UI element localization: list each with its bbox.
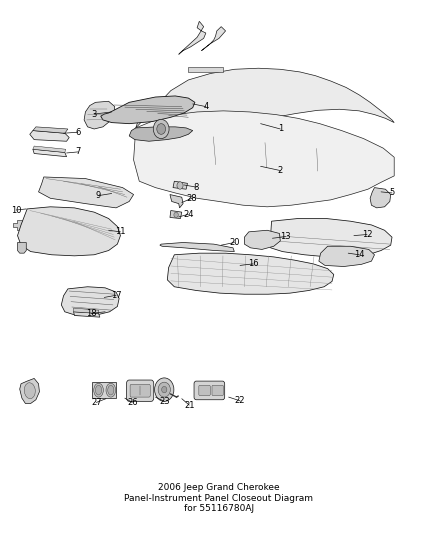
FancyBboxPatch shape bbox=[199, 385, 210, 395]
Text: 21: 21 bbox=[184, 401, 194, 409]
Text: 14: 14 bbox=[354, 251, 364, 259]
FancyBboxPatch shape bbox=[130, 384, 150, 397]
Polygon shape bbox=[170, 195, 183, 208]
Polygon shape bbox=[30, 131, 69, 141]
Circle shape bbox=[157, 124, 166, 134]
Ellipse shape bbox=[24, 383, 35, 399]
FancyBboxPatch shape bbox=[212, 385, 223, 395]
Polygon shape bbox=[271, 219, 392, 257]
Polygon shape bbox=[173, 181, 187, 189]
Text: 16: 16 bbox=[248, 260, 258, 268]
Polygon shape bbox=[33, 149, 67, 157]
Text: 9: 9 bbox=[96, 191, 101, 200]
Text: 2: 2 bbox=[278, 166, 283, 175]
Polygon shape bbox=[20, 378, 39, 403]
Text: 23: 23 bbox=[159, 397, 170, 406]
Circle shape bbox=[158, 382, 170, 397]
Text: 26: 26 bbox=[127, 398, 138, 407]
Text: 8: 8 bbox=[194, 183, 199, 191]
Text: 13: 13 bbox=[280, 232, 291, 241]
Text: 5: 5 bbox=[389, 189, 395, 197]
Text: 18: 18 bbox=[86, 309, 96, 318]
Circle shape bbox=[155, 378, 174, 401]
Polygon shape bbox=[170, 211, 182, 219]
Ellipse shape bbox=[94, 383, 103, 397]
Polygon shape bbox=[136, 68, 394, 128]
Polygon shape bbox=[101, 96, 195, 124]
Polygon shape bbox=[129, 127, 193, 141]
Text: 12: 12 bbox=[362, 230, 372, 239]
Polygon shape bbox=[370, 188, 391, 208]
Text: 1: 1 bbox=[278, 125, 283, 133]
Text: 27: 27 bbox=[91, 398, 102, 407]
Circle shape bbox=[153, 119, 169, 139]
Polygon shape bbox=[18, 243, 26, 253]
Text: 20: 20 bbox=[229, 238, 240, 247]
Ellipse shape bbox=[95, 385, 102, 395]
Polygon shape bbox=[39, 177, 134, 208]
Polygon shape bbox=[92, 382, 116, 398]
Circle shape bbox=[177, 182, 183, 189]
Polygon shape bbox=[179, 21, 206, 54]
Circle shape bbox=[174, 212, 178, 217]
Ellipse shape bbox=[106, 383, 116, 397]
Polygon shape bbox=[201, 27, 226, 51]
FancyBboxPatch shape bbox=[194, 381, 225, 400]
Polygon shape bbox=[33, 127, 68, 133]
Polygon shape bbox=[74, 308, 99, 313]
Text: 24: 24 bbox=[183, 210, 194, 219]
Polygon shape bbox=[33, 146, 66, 152]
Text: 2006 Jeep Grand Cherokee
Panel-Instrument Panel Closeout Diagram
for 55116780AJ: 2006 Jeep Grand Cherokee Panel-Instrumen… bbox=[124, 483, 314, 513]
Text: 22: 22 bbox=[235, 397, 245, 405]
Text: 3: 3 bbox=[92, 110, 97, 118]
FancyBboxPatch shape bbox=[127, 380, 154, 401]
Text: 7: 7 bbox=[75, 148, 81, 156]
Polygon shape bbox=[74, 312, 100, 317]
Polygon shape bbox=[13, 220, 25, 230]
Text: 28: 28 bbox=[187, 194, 197, 203]
Text: 11: 11 bbox=[115, 228, 126, 236]
Polygon shape bbox=[134, 111, 394, 207]
Text: 10: 10 bbox=[11, 206, 21, 214]
Polygon shape bbox=[319, 246, 374, 266]
Ellipse shape bbox=[108, 385, 114, 395]
Polygon shape bbox=[167, 253, 334, 294]
Polygon shape bbox=[244, 230, 280, 249]
Polygon shape bbox=[84, 101, 115, 129]
Text: 17: 17 bbox=[111, 291, 121, 300]
Text: 4: 4 bbox=[203, 102, 208, 111]
Polygon shape bbox=[18, 207, 120, 256]
Polygon shape bbox=[188, 67, 223, 72]
Polygon shape bbox=[160, 243, 234, 252]
Polygon shape bbox=[61, 287, 119, 316]
Circle shape bbox=[162, 386, 167, 393]
Text: 6: 6 bbox=[75, 128, 81, 136]
